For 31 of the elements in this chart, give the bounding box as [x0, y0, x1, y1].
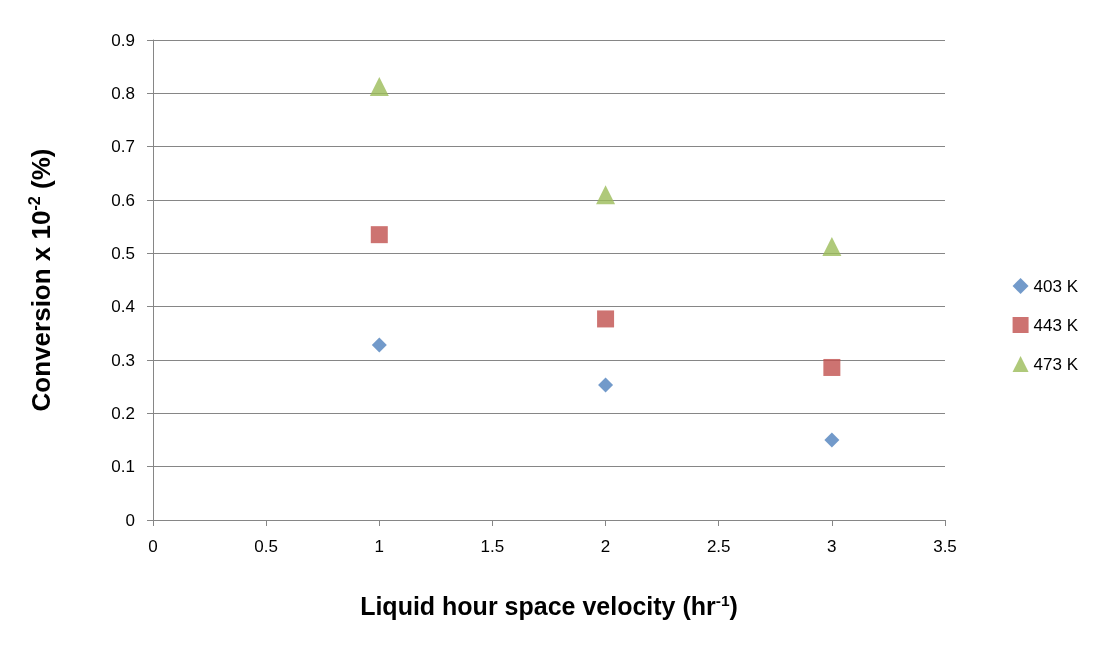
- x-tick-label: 0: [148, 537, 158, 556]
- y-tick-label: 0.2: [111, 403, 135, 423]
- legend-label: 403 K: [1033, 276, 1079, 296]
- x-tick-label: 3: [827, 537, 837, 556]
- y-tick-label: 0.8: [111, 83, 135, 103]
- point: [369, 76, 389, 96]
- x-tick-label: 3.5: [933, 537, 957, 556]
- y-tick-label: 0.6: [111, 190, 135, 210]
- legend-label: 443 K: [1033, 315, 1079, 335]
- point: [823, 358, 841, 376]
- point: [822, 236, 842, 256]
- x-tick-label: 2.5: [706, 537, 731, 556]
- y-tick-label: 0.4: [111, 297, 135, 317]
- point: [371, 337, 387, 353]
- y-tick-label: 0.5: [111, 243, 135, 263]
- y-tick-label: 0.9: [111, 30, 135, 50]
- point: [597, 310, 615, 328]
- point: [598, 377, 614, 393]
- x-tick-label: 2: [600, 537, 611, 556]
- y-tick-label: 0.1: [111, 457, 135, 477]
- point: [370, 226, 388, 244]
- point: [824, 432, 840, 448]
- x-tick-label: 1: [374, 537, 385, 556]
- y-tick-label: 0.3: [111, 350, 135, 370]
- y-tick-label: 0.7: [111, 137, 135, 157]
- legend-label: 473 K: [1033, 354, 1079, 374]
- y-tick-label: 0: [125, 510, 135, 530]
- x-tick-label: 1.5: [480, 537, 505, 556]
- point: [596, 185, 616, 205]
- y-axis-title: Conversion x 10-2 (%): [25, 148, 56, 412]
- x-tick-label: 0.5: [254, 537, 278, 556]
